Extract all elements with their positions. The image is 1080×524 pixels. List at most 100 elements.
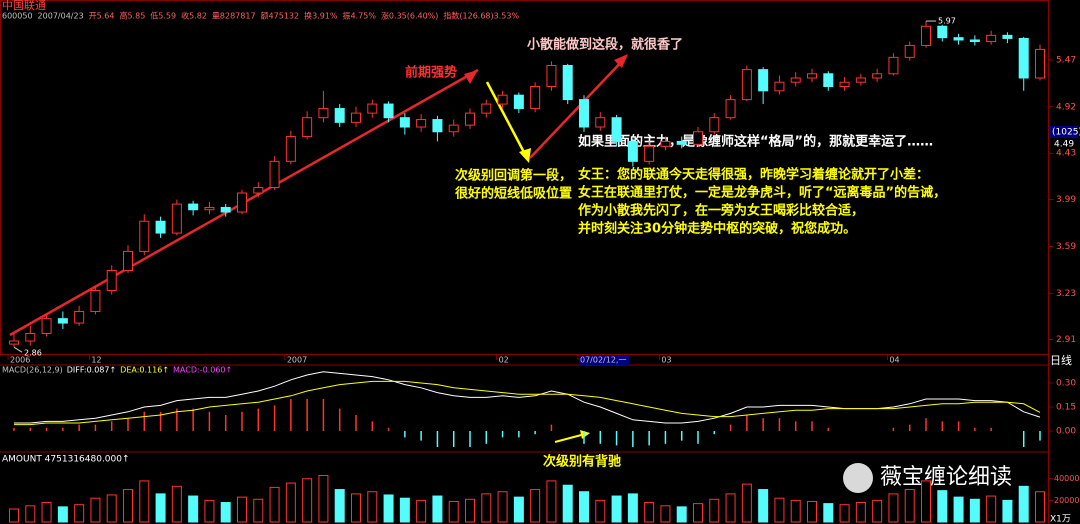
label-leader (13, 346, 23, 353)
volume-bar (855, 502, 866, 523)
candle-body (888, 56, 899, 75)
volume-bar (969, 498, 980, 523)
volume-bar (497, 491, 508, 523)
info-text: 开5.64 (89, 12, 115, 21)
volume-bar (465, 498, 475, 523)
y-tick-label: 200000 (1054, 496, 1080, 505)
candle-body (90, 290, 101, 312)
candle-body (123, 250, 133, 272)
volume-bar (530, 489, 541, 523)
volume-bar (204, 499, 215, 523)
candle-body (627, 140, 638, 162)
candle-body (790, 77, 801, 83)
volume-bar (1018, 485, 1029, 523)
macd-header: MACD(26,12,9) (2, 366, 63, 375)
volume-bar (367, 491, 378, 523)
annotation: 前期强势 (405, 65, 457, 81)
candle-body (318, 108, 329, 119)
candle-body (220, 206, 231, 213)
candle-body (465, 112, 475, 126)
volume-bar (823, 503, 834, 523)
y-tick-label: 0.00 (1056, 426, 1076, 436)
volume-bar (872, 499, 883, 523)
candle-body (562, 64, 573, 101)
arrow (554, 433, 586, 443)
info-text: 低5.59 (150, 11, 176, 21)
candle-body (432, 119, 443, 133)
volume-bar (351, 493, 361, 523)
volume-bar (611, 495, 622, 523)
candle-body (595, 117, 606, 128)
x-tick-label: 2006 (10, 356, 30, 365)
high-label: 5.97 (938, 17, 956, 26)
volume-bar (106, 494, 117, 523)
watermark-icon (843, 463, 873, 493)
macd-header: MACD:-0.060↑ (173, 366, 232, 375)
candle-body (57, 318, 68, 324)
volume-bar (302, 478, 313, 523)
candle-body (204, 206, 215, 211)
candle-body (872, 73, 883, 79)
candle-body (383, 103, 394, 119)
candle-body (807, 73, 817, 79)
candle-body (253, 187, 264, 194)
volume-bar (481, 493, 492, 523)
candle-body (644, 145, 655, 162)
volume-bar (546, 480, 557, 523)
candle-body (513, 94, 524, 110)
candle-body (351, 112, 361, 123)
volume-bar (758, 489, 769, 523)
volume-bar (513, 496, 524, 523)
volume-bar (334, 489, 345, 523)
volume-bar (839, 504, 850, 523)
candle-body (497, 94, 508, 105)
candle-body (1002, 34, 1013, 39)
candle-body (448, 124, 459, 133)
volume-header: AMOUNT 4751316480.000↑ (2, 455, 130, 465)
candle-body (741, 69, 752, 101)
cursor-box (1050, 126, 1078, 138)
info-text: 换3.91% (304, 11, 338, 21)
watermark: 薇宝缠论细读 (880, 465, 1012, 490)
cursor-date-box (579, 356, 629, 365)
volume-bar (318, 474, 329, 523)
x-tick-label: 12 (91, 356, 101, 365)
y-tick-label: 400000 (1054, 474, 1080, 483)
candle-body (106, 270, 117, 292)
info-text: 600050 (2, 12, 33, 21)
info-text: 量8287817 (212, 12, 256, 21)
period-label: 日线 (1050, 353, 1072, 367)
volume-bar (595, 499, 606, 523)
volume-bar (709, 498, 720, 523)
volume-bar (448, 500, 459, 523)
candle-body (416, 119, 427, 128)
candle-body (139, 220, 150, 252)
candle-body (237, 192, 247, 213)
annotation: 作为小散我先闪了，在一旁为女王喝彩比较合适， (578, 203, 864, 219)
info-text: 涨0.35(6.40%) (381, 11, 438, 21)
candle-body (1018, 37, 1029, 79)
candle-body (676, 140, 687, 145)
candle-body (579, 99, 589, 128)
candle-body (937, 25, 948, 39)
volume-bar (41, 502, 52, 523)
volume-bar (139, 480, 150, 523)
candle-body (969, 39, 980, 43)
volume-bar (953, 496, 964, 523)
volume-bar (399, 497, 410, 523)
macd-header: DIFF:0.087↑ (67, 366, 116, 375)
info-text: 额475132 (261, 11, 300, 21)
title: 中国联通 (2, 0, 46, 12)
candle-body (481, 103, 492, 114)
candle-body (155, 220, 166, 234)
candle-body (709, 117, 720, 133)
arrow-head (614, 54, 628, 68)
candle-body (855, 77, 866, 83)
y-tick-label: 3.23 (1056, 289, 1076, 299)
info-text: 振4.75% (343, 11, 377, 21)
candle-body (986, 34, 997, 43)
candle-body (399, 117, 410, 128)
volume-bar (904, 489, 915, 523)
volume-bar (220, 502, 231, 523)
